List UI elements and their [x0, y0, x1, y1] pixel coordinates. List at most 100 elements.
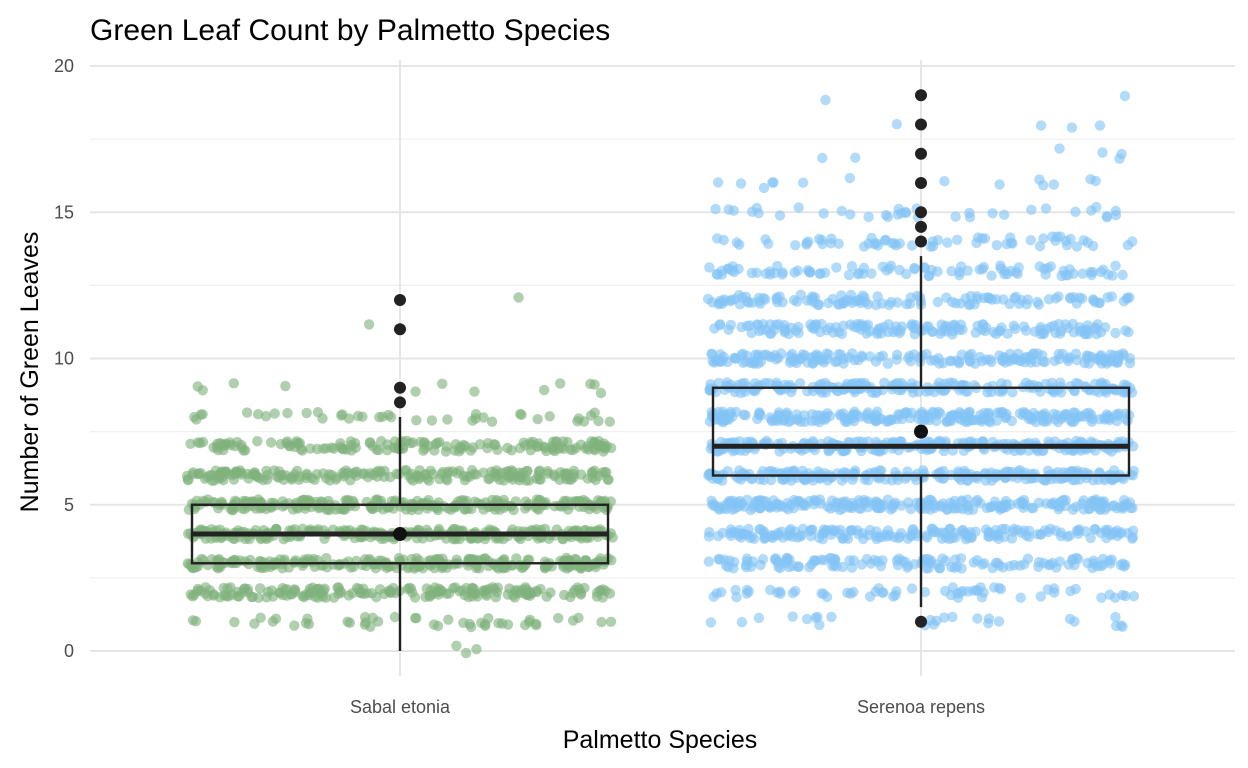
jitter-point	[932, 266, 943, 277]
jitter-point	[891, 414, 902, 425]
jitter-point	[967, 415, 978, 426]
jitter-point	[957, 496, 968, 507]
jitter-point	[437, 378, 448, 389]
jitter-point	[575, 469, 587, 480]
jitter-point	[1124, 353, 1136, 364]
jitter-point	[1070, 206, 1081, 217]
jitter-point	[604, 588, 616, 599]
jitter-point	[817, 152, 828, 164]
jitter-point	[460, 647, 472, 659]
jitter-point	[999, 209, 1010, 220]
jitter-point	[765, 474, 777, 486]
jitter-point	[924, 494, 935, 505]
jitter-point	[986, 270, 997, 281]
jitter-point	[927, 523, 938, 534]
jitter-point	[254, 583, 266, 594]
jitter-point	[1074, 474, 1085, 485]
jitter-point	[739, 386, 751, 397]
jitter-point	[872, 291, 883, 302]
jitter-point	[458, 617, 469, 628]
jitter-point	[450, 582, 461, 593]
jitter-point	[1048, 179, 1060, 190]
jitter-point	[1034, 261, 1045, 272]
jitter-point	[1008, 523, 1020, 535]
jitter-point	[997, 354, 1008, 366]
jitter-point	[793, 327, 804, 339]
jitter-point	[1054, 556, 1066, 567]
jitter-point	[434, 473, 445, 485]
outlier-point	[915, 615, 927, 628]
jitter-point	[882, 211, 894, 223]
jitter-point	[891, 586, 902, 597]
jitter-point	[1086, 269, 1097, 281]
jitter-point	[891, 354, 902, 365]
jitter-point	[833, 299, 844, 310]
jitter-point	[736, 617, 748, 628]
jitter-point	[861, 553, 873, 565]
jitter-point	[794, 378, 806, 389]
jitter-point	[894, 264, 905, 276]
jitter-point	[986, 356, 997, 368]
jitter-point	[972, 555, 983, 566]
jitter-point	[1095, 327, 1107, 338]
jitter-point	[815, 268, 826, 279]
jitter-point	[435, 585, 446, 596]
jitter-point	[562, 556, 574, 567]
jitter-point	[591, 591, 603, 602]
jitter-point	[286, 471, 297, 483]
jitter-point	[754, 502, 765, 513]
jitter-point	[227, 501, 238, 512]
jitter-point	[1078, 495, 1089, 506]
jitter-point	[820, 94, 831, 106]
jitter-point	[467, 415, 478, 426]
jitter-point	[972, 494, 983, 506]
jitter-point	[218, 474, 229, 486]
jitter-point	[932, 296, 943, 308]
jitter-point	[993, 616, 1005, 627]
jitter-point	[875, 561, 887, 572]
jitter-point	[383, 585, 394, 597]
jitter-point	[775, 588, 786, 599]
jitter-point	[900, 206, 911, 218]
jitter-point	[929, 502, 941, 514]
jitter-point	[950, 503, 961, 514]
jitter-point	[261, 465, 272, 477]
jitter-point	[260, 411, 272, 422]
jitter-point	[542, 466, 553, 477]
jitter-point	[940, 320, 951, 332]
jitter-point	[995, 263, 1006, 274]
jitter-point	[549, 501, 560, 512]
jitter-point	[735, 532, 747, 543]
jitter-point	[791, 472, 802, 483]
jitter-point	[782, 554, 793, 565]
jitter-point	[1053, 318, 1065, 330]
jitter-point	[197, 385, 208, 396]
jitter-point	[1086, 205, 1097, 216]
jitter-point	[975, 582, 986, 593]
jitter-point	[822, 408, 833, 419]
jitter-point	[941, 292, 952, 303]
jitter-point	[433, 553, 444, 565]
jitter-point	[1054, 143, 1065, 154]
jitter-point	[1111, 620, 1122, 632]
jitter-point	[253, 409, 264, 420]
jitter-point	[318, 443, 329, 454]
jitter-point	[1090, 175, 1101, 187]
jitter-point	[1094, 504, 1106, 515]
jitter-point	[810, 555, 821, 567]
jitter-point	[1026, 204, 1037, 215]
jitter-point	[541, 591, 552, 602]
jitter-point	[837, 533, 848, 544]
jitter-point	[411, 415, 422, 426]
jitter-point	[754, 407, 765, 418]
jitter-point	[1001, 501, 1012, 513]
jitter-point	[293, 438, 304, 449]
jitter-point	[921, 532, 933, 543]
jitter-point	[195, 467, 206, 479]
jitter-point	[605, 616, 617, 627]
jitter-point	[757, 554, 769, 565]
box-layer	[190, 89, 1131, 651]
jitter-point	[1028, 407, 1039, 419]
jitter-point	[1007, 354, 1019, 365]
jitter-point	[997, 406, 1008, 418]
